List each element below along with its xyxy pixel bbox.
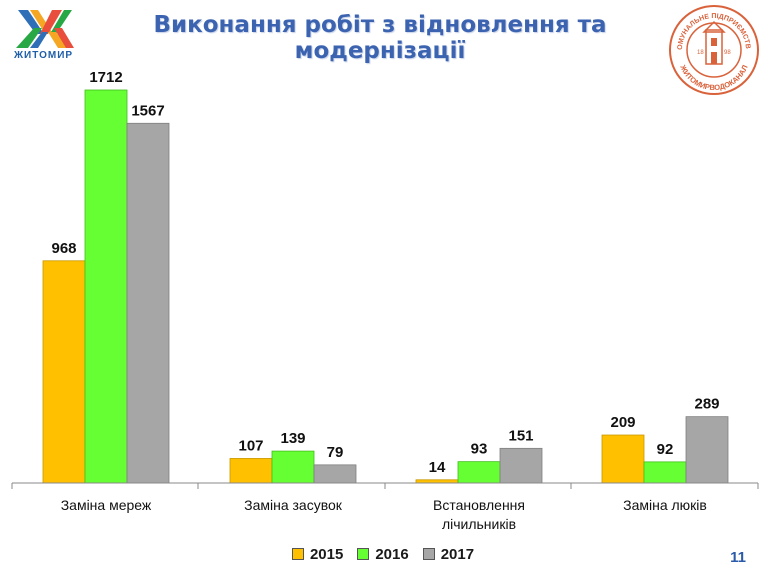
bar-2016-2 bbox=[457, 461, 501, 484]
bars-group bbox=[42, 89, 729, 484]
value-label-2017-0: 1567 bbox=[131, 102, 164, 119]
slide-title: Виконання робіт з відновлення та модерні… bbox=[150, 12, 610, 64]
value-label-2016-1: 139 bbox=[280, 430, 305, 447]
category-labels-group: Заміна мереж Заміна засувок Встановлення лі… bbox=[61, 497, 707, 532]
value-label-2017-2: 151 bbox=[508, 427, 533, 444]
title-line-1: Виконання робіт з відновлення та bbox=[153, 12, 607, 38]
city-logo-text: ЖИТОМИР bbox=[14, 50, 74, 61]
city-logo-icon bbox=[16, 10, 74, 48]
value-label-2016-3: 92 bbox=[657, 441, 674, 458]
bar-2016-3 bbox=[643, 461, 687, 484]
x-axis-ticks bbox=[11, 483, 759, 489]
legend-swatch-2015 bbox=[291, 548, 304, 560]
category-label-2: лічильників bbox=[442, 516, 516, 532]
value-labels-group: 968 1712 1567 107 139 79 14 93 151 209 92 289 bbox=[51, 69, 719, 476]
value-label-2015-2: 14 bbox=[429, 459, 446, 476]
value-label-2015-1: 107 bbox=[238, 437, 263, 454]
legend-swatch-2017 bbox=[422, 548, 435, 560]
bar-2016-1 bbox=[271, 450, 315, 484]
bar-2015-0 bbox=[42, 260, 86, 484]
svg-text:18: 18 bbox=[697, 50, 704, 56]
page-number: 11 bbox=[730, 549, 746, 566]
bar-2017-3 bbox=[685, 416, 729, 484]
category-label-0: Заміна мереж bbox=[61, 497, 152, 513]
value-label-2017-1: 79 bbox=[327, 444, 344, 461]
svg-text:98: 98 bbox=[724, 50, 731, 56]
bar-2015-1 bbox=[229, 458, 273, 484]
bar-2015-3 bbox=[601, 434, 645, 484]
category-label-3: Заміна люків bbox=[623, 497, 707, 513]
value-label-2016-2: 93 bbox=[471, 441, 488, 458]
bar-2017-0 bbox=[126, 122, 170, 484]
category-label-1: Заміна засувок bbox=[244, 497, 343, 513]
legend-item-2016: 2016 bbox=[357, 545, 409, 563]
value-label-2015-3: 209 bbox=[610, 414, 635, 431]
value-label-2015-0: 968 bbox=[51, 240, 76, 257]
value-label-2016-0: 1712 bbox=[89, 69, 122, 86]
legend-item-2015: 2015 bbox=[291, 545, 344, 563]
chart-legend: 2015 2016 2017 bbox=[0, 544, 766, 564]
legend-label-2017: 2017 bbox=[440, 545, 475, 563]
value-label-2017-3: 289 bbox=[694, 396, 719, 413]
title-line-2: модернізації bbox=[294, 38, 466, 64]
legend-swatch-2016 bbox=[357, 548, 370, 560]
bar-2016-0 bbox=[84, 89, 128, 484]
legend-item-2017: 2017 bbox=[422, 545, 475, 563]
bar-2017-1 bbox=[313, 464, 357, 484]
vodokanal-seal-icon: КОМУНАЛЬНЕ ПІДПРИЄМСТВО ЖИТОМИРВОДОКАНАЛ… bbox=[668, 4, 759, 95]
legend-label-2016: 2016 bbox=[375, 545, 409, 563]
bar-2017-2 bbox=[499, 447, 543, 484]
legend-label-2015: 2015 bbox=[309, 545, 344, 563]
category-label-2: Встановлення bbox=[433, 497, 525, 513]
